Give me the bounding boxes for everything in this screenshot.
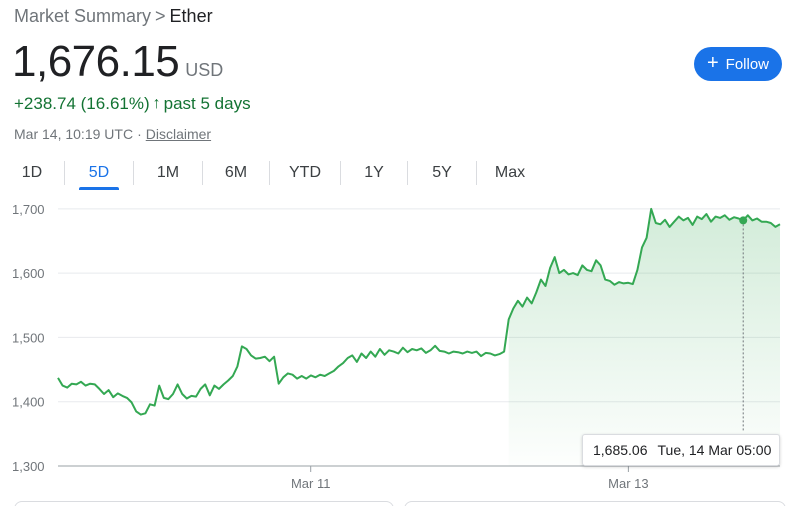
price-row: 1,676.15 USD — [12, 40, 223, 84]
tab-5y[interactable]: 5Y — [432, 164, 452, 181]
tab-divider — [202, 161, 203, 185]
y-tick-label: 1,300 — [12, 459, 45, 474]
meta-separator: · — [137, 126, 142, 142]
y-tick-label: 1,700 — [12, 202, 45, 217]
quote-meta: Mar 14, 10:19 UTC · Disclaimer — [14, 126, 211, 142]
follow-label: Follow — [725, 55, 770, 73]
price-chart[interactable]: 1,700 1,600 1,500 1,400 1,300 Mar 11 Mar 13 — [0, 196, 800, 496]
info-card-left — [14, 501, 394, 506]
info-card-right — [404, 501, 786, 506]
tab-6m[interactable]: 6M — [224, 164, 248, 181]
tooltip-value: 1,685.06 — [593, 442, 648, 458]
chart-tooltip: 1,685.06 Tue, 14 Mar 05:00 — [582, 434, 780, 466]
disclaimer-link[interactable]: Disclaimer — [145, 126, 212, 142]
tooltip-date: Tue, 14 Mar 05:00 — [657, 442, 772, 458]
tab-divider — [407, 161, 408, 185]
breadcrumb: Market Summary > Ether — [14, 6, 213, 27]
follow-button[interactable]: + Follow — [694, 47, 782, 81]
price-currency: USD — [185, 60, 224, 80]
price-value: 1,676.15 — [12, 37, 180, 86]
tab-divider — [476, 161, 477, 185]
tab-ytd[interactable]: YTD — [289, 164, 321, 181]
tab-1d[interactable]: 1D — [21, 164, 43, 181]
arrow-up-icon: ↑ — [152, 95, 161, 112]
y-tick-label: 1,400 — [12, 395, 45, 410]
breadcrumb-separator: > — [155, 6, 166, 26]
plus-icon: + — [706, 52, 719, 74]
y-tick-label: 1,600 — [12, 266, 45, 281]
x-tick-label: Mar 13 — [608, 476, 648, 491]
tab-divider — [269, 161, 270, 185]
price-chart-svg: 1,700 1,600 1,500 1,400 1,300 Mar 11 Mar 13 — [12, 202, 781, 491]
change-value: +238.74 (16.61%) — [14, 94, 150, 113]
change-period: past 5 days — [163, 94, 251, 113]
range-tabs: 1D 5D 1M 6M YTD 1Y 5Y Max — [0, 156, 560, 190]
tab-divider — [133, 161, 134, 185]
x-tick-label: Mar 11 — [291, 476, 331, 491]
hover-point — [739, 216, 748, 225]
tab-max[interactable]: Max — [494, 164, 526, 181]
breadcrumb-current: Ether — [169, 6, 213, 26]
tab-1y[interactable]: 1Y — [364, 164, 384, 181]
breadcrumb-parent-link[interactable]: Market Summary — [14, 6, 152, 26]
quote-timestamp: Mar 14, 10:19 UTC — [14, 126, 134, 142]
tab-divider — [340, 161, 341, 185]
tab-1m[interactable]: 1M — [156, 164, 180, 181]
area-fill — [508, 208, 780, 466]
tab-5d[interactable]: 5D — [65, 156, 133, 190]
y-tick-label: 1,500 — [12, 330, 45, 345]
price-change: +238.74 (16.61%) ↑ past 5 days — [14, 94, 251, 114]
price-line — [57, 207, 781, 416]
